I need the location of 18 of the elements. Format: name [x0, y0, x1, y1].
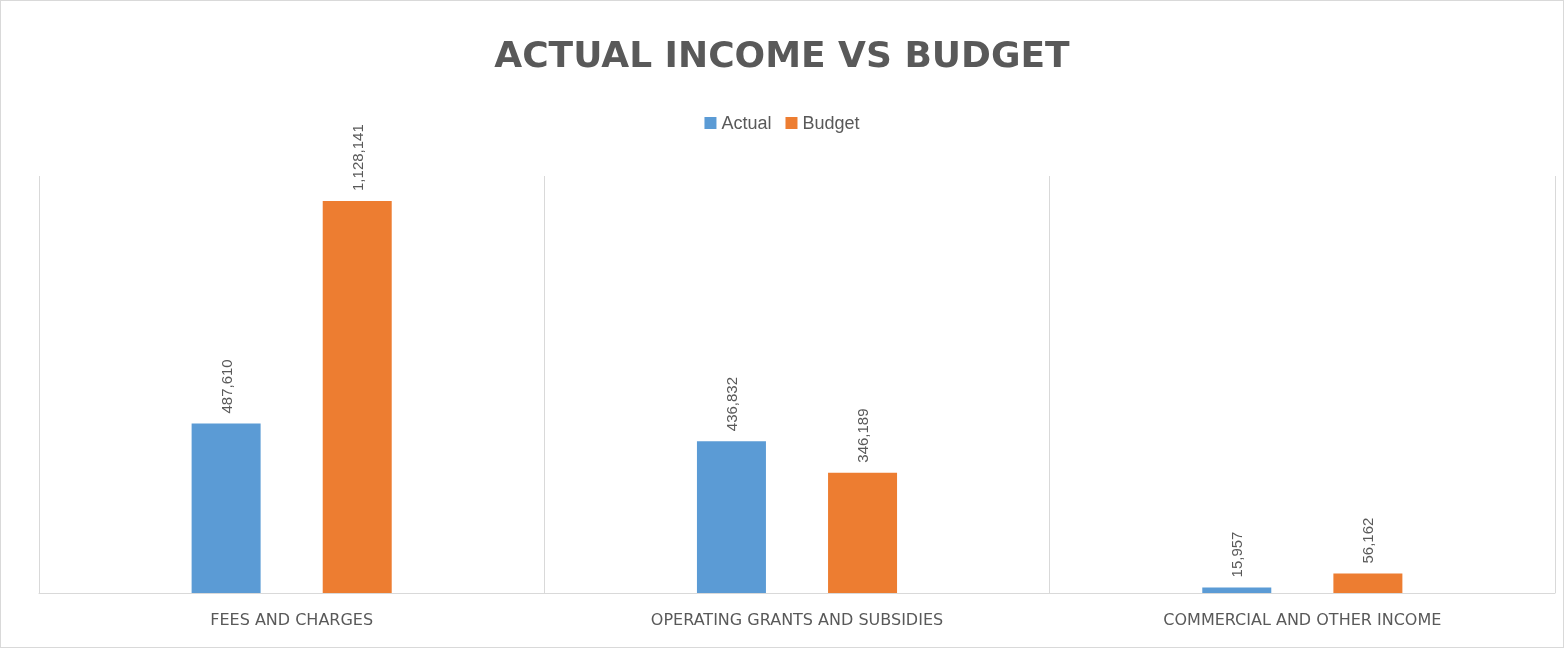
data-label: 436,832 — [722, 376, 740, 432]
bar — [696, 441, 766, 593]
bar — [191, 423, 261, 593]
bar — [828, 472, 898, 593]
chart-title: ACTUAL INCOME VS BUDGET — [494, 33, 1071, 75]
data-label: 346,189 — [854, 408, 872, 463]
x-tick-label: OPERATING GRANTS AND SUBSIDIES — [650, 609, 944, 629]
x-tick-label: FEES AND CHARGES — [210, 609, 374, 629]
bar — [1333, 573, 1403, 593]
legend-label: Budget — [802, 113, 860, 133]
bar — [1202, 587, 1272, 593]
legend-label: Actual — [721, 113, 772, 133]
data-label: 15,957 — [1228, 531, 1246, 578]
data-label: 56,162 — [1359, 517, 1377, 564]
data-label: 1,128,141 — [348, 124, 366, 191]
x-tick-label: COMMERCIAL AND OTHER INCOME — [1163, 609, 1442, 629]
bar — [322, 200, 392, 593]
data-label: 487,610 — [217, 359, 235, 414]
